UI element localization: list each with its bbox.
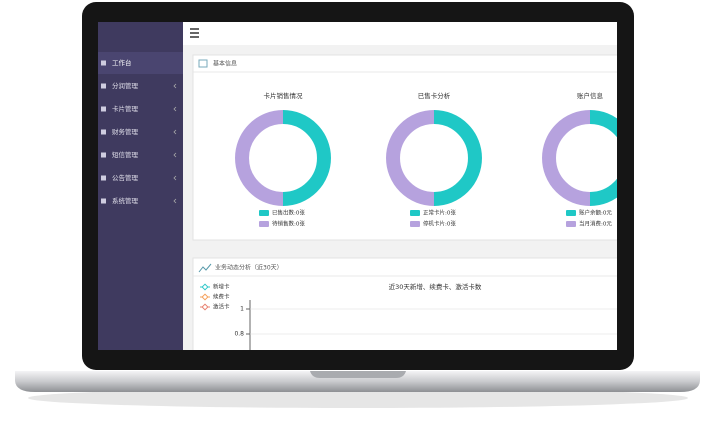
legend-swatch xyxy=(566,221,576,227)
legend-swatch xyxy=(410,210,420,216)
base-notch xyxy=(310,371,406,378)
menu-arrow xyxy=(173,106,177,112)
legend-swatch xyxy=(566,210,576,216)
legend-label[interactable]: 正常卡片:0张 xyxy=(423,209,456,217)
menu-arrow xyxy=(173,198,177,204)
trend-panel xyxy=(192,257,617,350)
menu-icon xyxy=(101,106,106,112)
shadow xyxy=(28,388,688,408)
menu-arrow xyxy=(173,175,177,181)
chart-title: 账户信息 xyxy=(577,91,604,100)
chart-title: 近30天新增、续费卡、激活卡数 xyxy=(389,282,482,291)
menu-icon xyxy=(101,152,106,158)
legend-label[interactable]: 激活卡 xyxy=(213,303,230,311)
chart-title: 已售卡分析 xyxy=(418,91,451,100)
panel-icon xyxy=(198,59,208,68)
legend-label[interactable]: 账户余额:0元 xyxy=(579,209,612,217)
menu-item[interactable]: 公告管理 xyxy=(112,173,139,182)
donut-segment xyxy=(589,110,617,206)
menu-arrow xyxy=(173,129,177,135)
legend-label[interactable]: 已售出数:0张 xyxy=(272,209,305,217)
legend-swatch xyxy=(259,210,269,216)
chart-title: 卡片销售情况 xyxy=(264,91,304,100)
donut-segment xyxy=(542,110,591,206)
menu-item[interactable]: 系统管理 xyxy=(112,196,139,205)
legend-label[interactable]: 当月消费:0元 xyxy=(579,220,612,228)
top-bar xyxy=(183,22,617,45)
legend-label[interactable]: 续费卡 xyxy=(213,293,230,301)
sidebar xyxy=(98,22,183,350)
menu-item[interactable]: 财务管理 xyxy=(112,127,139,136)
menu-item[interactable]: 卡片管理 xyxy=(112,104,139,113)
y-tick-label: 1 xyxy=(240,306,244,313)
menu-button[interactable] xyxy=(190,28,199,38)
screen: 基本信息 业务动态分析（近30天） 近30天新增、续费卡、激活卡数 工作台分润管… xyxy=(98,22,617,350)
menu-arrow xyxy=(173,83,177,89)
panel-title: 业务动态分析（近30天） xyxy=(215,264,283,272)
donut-segment xyxy=(433,110,482,206)
laptop-base xyxy=(15,371,700,392)
menu-item[interactable]: 短信管理 xyxy=(112,150,139,159)
y-tick-label: 0.8 xyxy=(234,331,244,338)
legend-marker xyxy=(201,303,209,311)
donut-segment xyxy=(282,110,331,206)
panel-title: 基本信息 xyxy=(213,60,237,68)
legend-marker xyxy=(201,283,209,291)
menu-item[interactable]: 工作台 xyxy=(112,58,132,67)
panel-icon xyxy=(198,263,212,273)
menu-icon xyxy=(101,129,106,135)
menu-icon xyxy=(101,83,106,89)
donut-segment xyxy=(235,110,284,206)
basic-panel xyxy=(192,54,617,241)
menu-icon xyxy=(101,60,106,66)
donut-segment xyxy=(386,110,435,206)
legend-marker xyxy=(201,293,209,301)
menu-item[interactable]: 分润管理 xyxy=(112,81,139,90)
legend-label[interactable]: 停机卡片:0张 xyxy=(423,220,456,228)
legend-swatch xyxy=(259,221,269,227)
legend-swatch xyxy=(410,221,420,227)
legend-label[interactable]: 新增卡 xyxy=(213,283,230,291)
legend-label[interactable]: 待销售数:0张 xyxy=(272,220,305,228)
menu-icon xyxy=(101,198,106,204)
sidebar-active[interactable] xyxy=(98,52,183,74)
menu-arrow xyxy=(173,152,177,158)
menu-icon xyxy=(101,175,106,181)
